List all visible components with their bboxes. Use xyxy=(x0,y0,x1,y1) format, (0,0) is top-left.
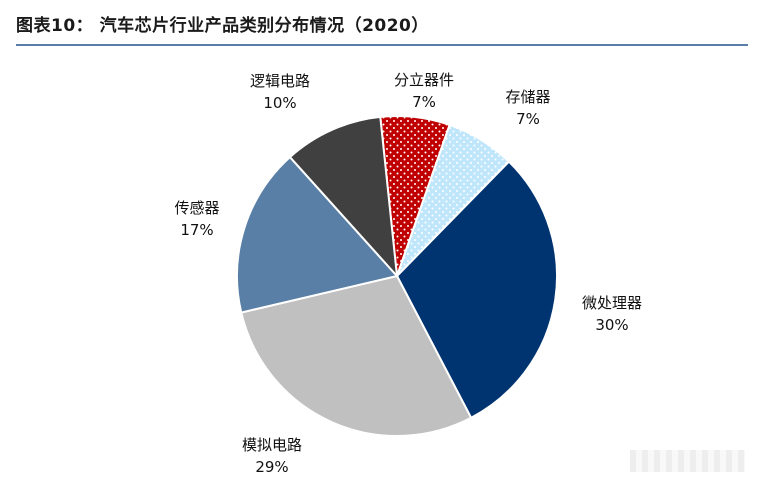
pie-slice-5 xyxy=(236,155,399,314)
slice-value-label: 10% xyxy=(263,94,296,112)
slice-value-label: 29% xyxy=(255,458,288,476)
pie-slice-3 xyxy=(395,160,558,420)
watermark xyxy=(630,450,745,472)
slice-label: 分立器件 xyxy=(394,71,454,89)
slice-label: 模拟电路 xyxy=(242,436,302,454)
slice-value-label: 17% xyxy=(180,221,213,239)
chart-title: 图表10： 汽车芯片行业产品类别分布情况（2020） xyxy=(16,16,429,36)
pie-slice-6 xyxy=(288,115,399,279)
slice-value-label: 30% xyxy=(595,316,628,334)
title-bar: 图表10： 汽车芯片行业产品类别分布情况（2020） xyxy=(16,14,748,46)
slice-label: 微处理器 xyxy=(582,294,642,312)
slice-label: 传感器 xyxy=(174,199,219,217)
slice-value-label: 7% xyxy=(412,93,436,111)
slice-label: 存储器 xyxy=(505,88,550,106)
slice-value-label: 7% xyxy=(516,110,540,128)
pie-slice-4 xyxy=(240,274,473,437)
slice-label: 逻辑电路 xyxy=(250,72,310,90)
